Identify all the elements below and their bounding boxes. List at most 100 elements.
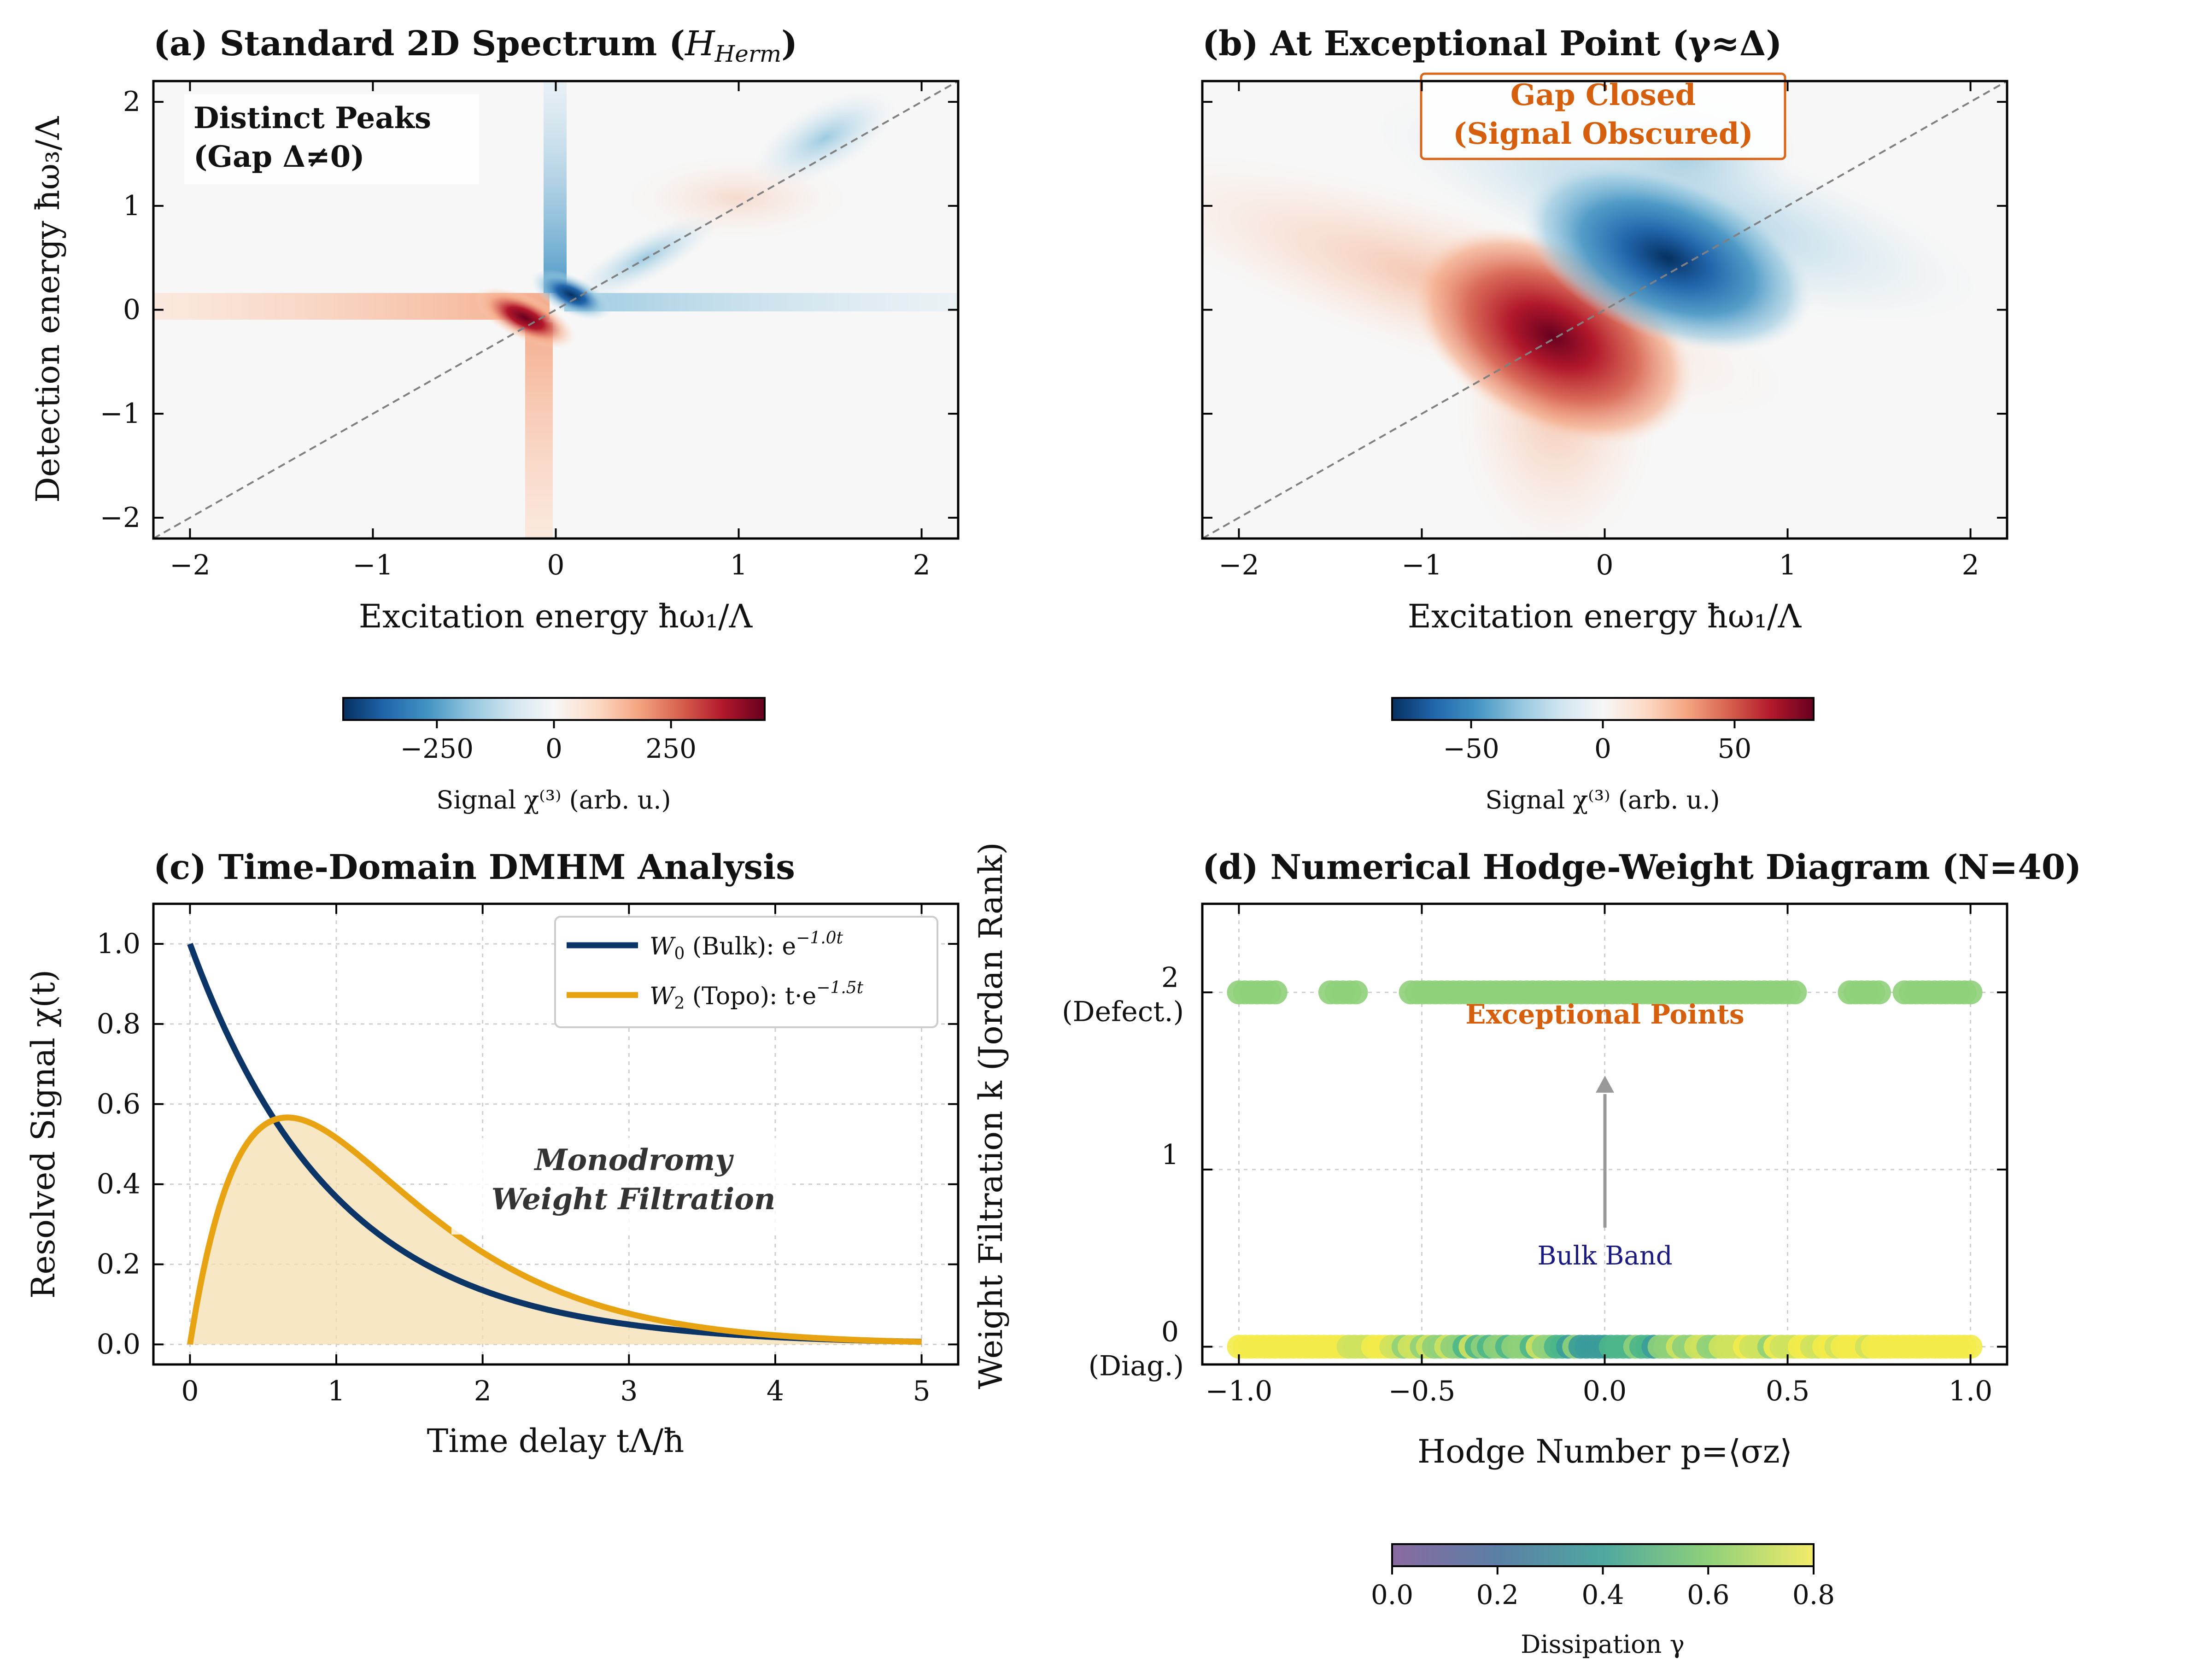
d-ytick-label-1: 1 xyxy=(1161,1139,1179,1171)
a-ytick-label-1: −1 xyxy=(100,398,140,430)
c-xtick-label-2: 2 xyxy=(474,1375,492,1407)
c-ytick-label-4: 0.8 xyxy=(97,1008,140,1040)
c-ytick-label-5: 1.0 xyxy=(97,928,140,960)
b-xtick-label-2: 0 xyxy=(1596,549,1613,581)
colorbar-b: −50 0 50 Signal χ⁽³⁾ (arb. u.) xyxy=(1391,697,1815,814)
series-w2-line xyxy=(187,1114,922,1345)
c-xtick-label-0: 0 xyxy=(181,1375,199,1407)
scatter-point-k2-0-6 xyxy=(1263,980,1288,1005)
heatmap-a-band-up xyxy=(544,81,567,293)
heatmap-a-blue-peak xyxy=(531,269,612,321)
panel-a: (a) Standard 2D Spectrum (HHerm) Distinc… xyxy=(29,24,960,814)
annotation-a-line2: (Gap Δ≠0) xyxy=(193,140,365,174)
plot-d xyxy=(1227,980,1983,1359)
b-cbtick-label-2: 50 xyxy=(1718,733,1752,764)
a-xtick-label-1: −1 xyxy=(352,549,393,581)
a-ytick-label-2: 0 xyxy=(123,294,140,326)
scatter-point-k2-4-11 xyxy=(1958,980,1983,1005)
diagonal-line-a xyxy=(153,81,958,539)
d-ytick-sublabel-0: (Diag.) xyxy=(1089,1350,1184,1382)
colorbar-b-gradient xyxy=(1391,697,1815,721)
b-xtick-label-4: 2 xyxy=(1961,549,1979,581)
d-ytick-sublabel-2: (Defect.) xyxy=(1062,995,1184,1028)
b-cbtick-label-0: −50 xyxy=(1443,733,1499,764)
a-cbtick-label-2: 250 xyxy=(645,733,697,764)
diagonal-line-b xyxy=(1202,81,2007,539)
a-xtick-label-3: 1 xyxy=(730,549,747,581)
panel-b: (b) At Exceptional Point (γ≈Δ) Gap Close… xyxy=(1201,24,2008,814)
d-cbtick-label-0: 0.0 xyxy=(1371,1579,1413,1610)
d-xtick-label-4: 1.0 xyxy=(1949,1375,1992,1407)
heatmap-a-red-peak xyxy=(474,287,576,349)
panel-d-title: (d) Numerical Hodge-Weight Diagram (N=40… xyxy=(1202,848,2081,887)
axes-b: −2 −1 0 1 2 xyxy=(1202,81,2007,581)
a-xtick-label-0: −2 xyxy=(170,549,210,581)
ylabel-a: Detection energy ħω₃/Λ xyxy=(29,116,67,503)
panel-c: (c) Time-Domain DMHM Analysis Monodromy … xyxy=(24,848,960,1460)
colorbar-a-ticks: −250 0 250 xyxy=(400,720,697,764)
annotation-c-line2: Weight Filtration xyxy=(492,1182,776,1217)
colorbar-a: −250 0 250 Signal χ⁽³⁾ (arb. u.) xyxy=(342,697,766,814)
heatmap-a-band-right xyxy=(564,293,958,311)
annotation-b-line2: (Signal Obscured) xyxy=(1453,117,1753,151)
axes-d: −1.0 −0.5 0.0 0.5 1.0 0(Diag.) 1 2(Defect.) xyxy=(1062,904,2007,1407)
annotation-a-line1: Distinct Peaks xyxy=(193,101,431,135)
panel-d: (d) Numerical Hodge-Weight Diagram (N=40… xyxy=(972,842,2081,1659)
annotation-box-b xyxy=(1420,72,1786,160)
d-xtick-label-3: 0.5 xyxy=(1766,1375,1809,1407)
a-ytick-label-4: 2 xyxy=(123,86,140,118)
bulk-arrow-head xyxy=(1596,1076,1614,1093)
c-ytick-label-0: 0.0 xyxy=(97,1329,140,1361)
annotation-b-line1: Gap Closed xyxy=(1510,78,1696,112)
ylabel-c: Resolved Signal χ(t) xyxy=(24,970,62,1299)
d-cbtick-label-2: 0.4 xyxy=(1581,1579,1624,1610)
b-cbtick-label-1: 0 xyxy=(1594,733,1611,764)
heatmap-a xyxy=(153,81,958,539)
scatter-point-k2-2-63 xyxy=(1783,980,1807,1005)
d-cbtick-label-4: 0.8 xyxy=(1792,1579,1835,1610)
legend-w0-label: W0 (Bulk): e−1.0t xyxy=(650,929,843,963)
b-xtick-label-3: 1 xyxy=(1779,549,1796,581)
colorbar-d-ticks: 0.0 0.2 0.4 0.6 0.8 xyxy=(1371,1566,1835,1610)
plot-c xyxy=(187,942,922,1345)
colorbar-b-label: Signal χ⁽³⁾ (arb. u.) xyxy=(1485,785,1720,814)
xlabel-a: Excitation energy ħω₁/Λ xyxy=(359,597,753,635)
scatter-point-k0-0-120 xyxy=(1958,1335,1983,1359)
a-ytick-label-3: 1 xyxy=(123,190,140,222)
d-xtick-label-0: −1.0 xyxy=(1206,1375,1273,1407)
panel-c-title: (c) Time-Domain DMHM Analysis xyxy=(153,848,795,887)
annotation-box-c xyxy=(451,1138,792,1235)
d-xtick-label-1: −0.5 xyxy=(1388,1375,1456,1407)
c-xtick-label-5: 5 xyxy=(913,1375,930,1407)
legend-w2-label: W2 (Topo): t·e−1.5t xyxy=(650,978,864,1013)
d-cbtick-label-3: 0.6 xyxy=(1687,1579,1729,1610)
colorbar-a-gradient xyxy=(342,697,766,721)
annotation-c-line1: Monodromy xyxy=(534,1143,734,1177)
c-xtick-label-3: 3 xyxy=(620,1375,638,1407)
w2-fill-area xyxy=(190,1117,922,1345)
scatter-point-k2-3-5 xyxy=(1867,980,1891,1005)
heatmap-a-band-down xyxy=(525,322,553,539)
xlabel-c: Time delay tΛ/ħ xyxy=(427,1422,685,1460)
c-ytick-label-2: 0.4 xyxy=(97,1168,140,1200)
heatmap-b-blue-lobe xyxy=(1523,164,1812,352)
colorbar-a-label: Signal χ⁽³⁾ (arb. u.) xyxy=(436,785,671,814)
colorbar-d-label: Dissipation γ xyxy=(1521,1630,1685,1659)
c-xtick-label-1: 1 xyxy=(328,1375,345,1407)
c-xtick-label-4: 4 xyxy=(767,1375,784,1407)
a-xtick-label-4: 2 xyxy=(913,549,930,581)
b-xtick-label-1: −1 xyxy=(1401,549,1442,581)
heatmap-a-upper-peak xyxy=(753,90,896,186)
d-ytick-label-0: 0 xyxy=(1161,1316,1179,1348)
a-cbtick-label-1: 0 xyxy=(545,733,562,764)
ylabel-d: Weight Filtration k (Jordan Rank) xyxy=(972,842,1010,1389)
heatmap-b xyxy=(1202,81,2007,539)
axes-a: −2 −1 0 1 2 −2 −1 0 1 2 xyxy=(100,81,958,581)
colorbar-b-ticks: −50 0 50 xyxy=(1443,720,1751,764)
xlabel-d: Hodge Number p=⟨σz⟩ xyxy=(1417,1433,1792,1470)
panel-a-title: (a) Standard 2D Spectrum (HHerm) xyxy=(153,24,797,67)
xlabel-b: Excitation energy ħω₁/Λ xyxy=(1408,597,1802,635)
b-xtick-label-0: −2 xyxy=(1218,549,1259,581)
axes-c: 0 1 2 3 4 5 0.0 0.2 0.4 0.6 0.8 1.0 xyxy=(97,904,958,1407)
